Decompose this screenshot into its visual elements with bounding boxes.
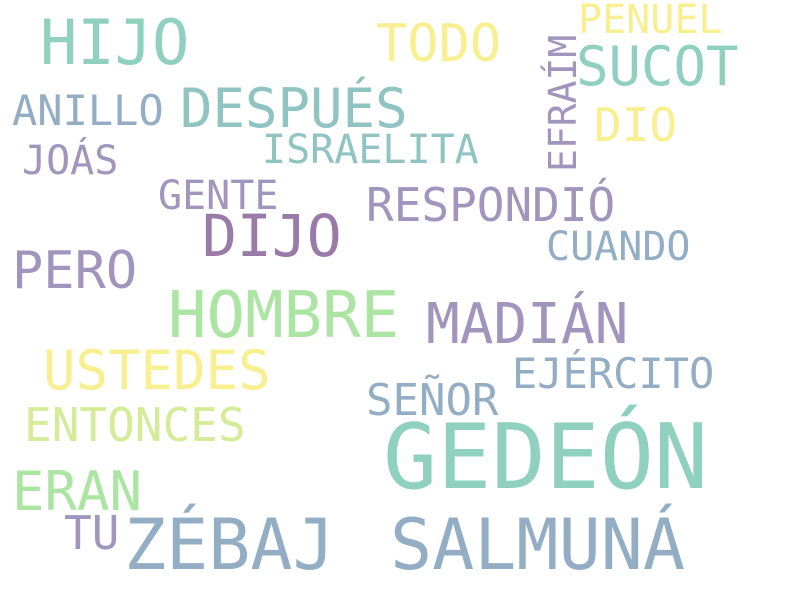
word-anillo: ANILLO <box>12 86 164 135</box>
word-hijo: HIJO <box>40 6 190 79</box>
word-tu: TU <box>64 506 120 560</box>
word-israelita: ISRAELITA <box>262 127 479 173</box>
word-ejercito: EJÉRCITO <box>512 349 715 398</box>
word-ustedes: USTEDES <box>43 339 271 402</box>
word-entonces: ENTONCES <box>24 398 246 452</box>
word-dio: DIO <box>594 98 678 152</box>
word-sucot: SUCOT <box>576 35 739 98</box>
word-eran: ERAN <box>12 460 143 523</box>
word-efraim: EFRAÍM <box>541 34 585 172</box>
word-gente: GENTE <box>158 173 279 219</box>
word-hombre: HOMBRE <box>168 279 400 353</box>
word-joas: JOÁS <box>22 138 119 184</box>
word-cuando: CUANDO <box>546 224 691 270</box>
word-penuel: PENUEL <box>578 0 723 43</box>
word-pero: PERO <box>12 241 138 301</box>
word-madian: MADIÁN <box>426 292 629 357</box>
word-senor: SEÑOR <box>366 375 499 426</box>
word-zebaj: ZÉBAJ <box>124 504 335 586</box>
word-despues: DESPUÉS <box>180 77 408 140</box>
word-gedeon: GEDEÓN <box>383 405 709 510</box>
word-dijo: DIJO <box>202 202 342 270</box>
word-salmuna: SALMUNÁ <box>390 504 686 586</box>
word-todo: TODO <box>376 14 502 74</box>
word-respondio: RESPONDIÓ <box>366 178 616 232</box>
